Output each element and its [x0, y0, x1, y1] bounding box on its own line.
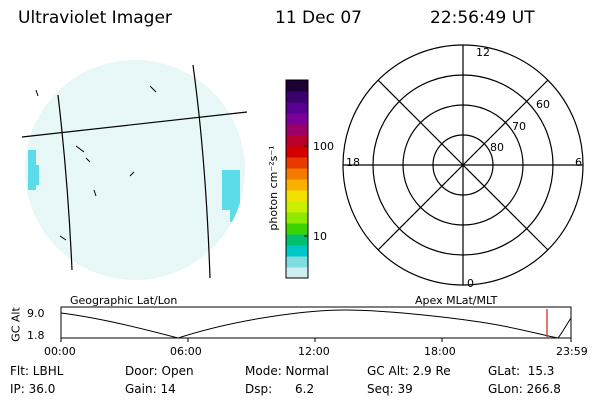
timeline-x-tick-1800: 18:00	[424, 345, 456, 358]
timeline-frame	[60, 306, 572, 339]
colorbar-tick-10: 10	[313, 230, 327, 243]
colorbar-band	[286, 267, 308, 279]
uv-image-disk	[21, 60, 248, 280]
status-filter: Flt: LBHL	[10, 364, 64, 378]
lat-label-60: 60	[536, 98, 550, 111]
status-glat: GLat: 15.3	[488, 364, 555, 378]
colorbar-band	[286, 124, 308, 136]
altitude-curve	[60, 309, 572, 339]
colorbar-band	[286, 212, 308, 224]
timeline-y-tick-max: 9.0	[27, 307, 45, 320]
altitude-timeline	[60, 306, 572, 342]
mlt-label-0: 0	[467, 277, 474, 290]
status-seq: Seq: 39	[367, 382, 413, 396]
timeline-x-tick-0600: 06:00	[170, 345, 202, 358]
colorbar-band	[286, 234, 308, 246]
status-glon: GLon: 266.8	[488, 382, 561, 396]
colorbar-band	[286, 256, 308, 268]
colorbar-band	[286, 80, 308, 92]
status-gc-alt: GC Alt: 2.9 Re	[367, 364, 451, 378]
lat-label-70: 70	[512, 120, 526, 133]
status-ip: IP: 36.0	[10, 382, 56, 396]
status-dsp: Dsp: 6.2	[245, 382, 315, 396]
status-mode: Mode: Normal	[245, 364, 329, 378]
mlt-label-12: 12	[476, 46, 490, 59]
colorbar-band	[286, 201, 308, 213]
image-tick-marks	[35, 85, 157, 241]
date-label: 11 Dec 07	[275, 8, 362, 28]
instrument-title: Ultraviolet Imager	[18, 8, 172, 28]
status-door: Door: Open	[125, 364, 194, 378]
apex-coords-label: Apex MLat/MLT	[415, 294, 498, 307]
timeline-x-tick-1200: 12:00	[298, 345, 330, 358]
colorbar	[285, 79, 309, 279]
geographic-coords-label: Geographic Lat/Lon	[70, 294, 178, 307]
lat-label-80: 80	[490, 141, 504, 154]
colorbar-band	[286, 190, 308, 202]
geo-grid-lines	[21, 64, 248, 279]
timeline-y-title: GC Alt	[9, 307, 23, 342]
polar-diagonal-2	[377, 79, 549, 251]
timeline-x-ticks	[60, 338, 572, 342]
colorbar-band	[286, 157, 308, 169]
mlt-label-6: 6	[575, 156, 582, 169]
timeline-y-tick-min: 1.8	[27, 329, 45, 342]
colorbar-band	[286, 113, 308, 125]
colorbar-unit-label: photon cm⁻²s⁻¹	[267, 145, 280, 231]
colorbar-tick-100: 100	[313, 140, 334, 153]
status-gain: Gain: 14	[125, 382, 176, 396]
colorbar-band	[286, 91, 308, 103]
polar-plot	[342, 44, 584, 286]
timeline-x-tick-0000: 00:00	[44, 345, 76, 358]
time-label: 22:56:49 UT	[430, 8, 535, 28]
colorbar-band	[286, 168, 308, 180]
colorbar-band	[286, 245, 308, 257]
colorbar-band	[286, 179, 308, 191]
colorbar-band	[286, 223, 308, 235]
colorbar-band	[286, 146, 308, 158]
mlt-label-18: 18	[346, 156, 360, 169]
colorbar-band	[286, 102, 308, 114]
timeline-x-tick-2359: 23:59	[556, 345, 588, 358]
colorbar-band	[286, 135, 308, 147]
